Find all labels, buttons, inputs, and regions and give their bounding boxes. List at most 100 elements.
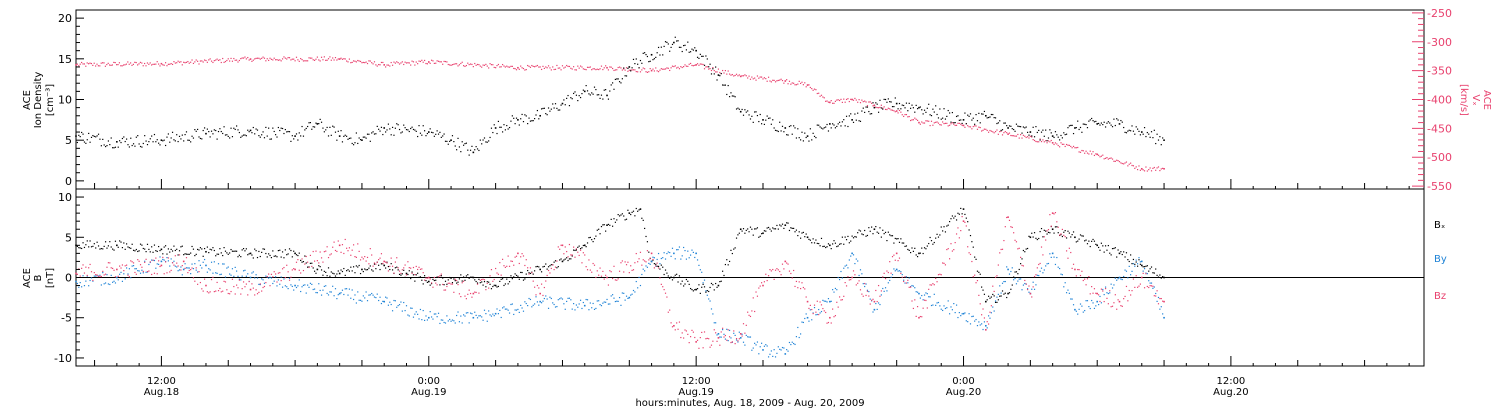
- vx-point: [649, 67, 651, 70]
- vx-point: [201, 60, 203, 62]
- bz-point: [1029, 292, 1032, 295]
- by-point: [279, 283, 281, 285]
- vx-point: [660, 68, 662, 70]
- vx-point: [880, 104, 882, 106]
- density-point: [276, 136, 278, 138]
- vx-point: [433, 62, 435, 64]
- by-point: [117, 279, 119, 281]
- density-point: [194, 129, 196, 131]
- density-point: [371, 132, 373, 134]
- vx-point: [840, 98, 842, 100]
- by-point: [1043, 269, 1045, 271]
- density-point: [568, 105, 571, 107]
- vx-point: [312, 59, 314, 61]
- bx-point: [787, 222, 789, 224]
- bx-point: [483, 281, 486, 283]
- bx-point: [848, 242, 850, 244]
- by-point: [905, 276, 908, 278]
- vx-point: [641, 69, 643, 71]
- bx-point: [1015, 271, 1018, 273]
- density-point: [79, 136, 81, 138]
- vx-point: [823, 97, 825, 99]
- bz-point: [962, 220, 965, 222]
- bx-point: [737, 234, 739, 236]
- by-point: [178, 269, 181, 271]
- bx-point: [113, 249, 115, 251]
- bx-point: [1026, 247, 1029, 250]
- vx-point: [912, 119, 914, 121]
- bx-point: [1082, 235, 1084, 237]
- by-point: [695, 252, 697, 255]
- density-point: [703, 64, 706, 66]
- bz-point: [1056, 221, 1058, 223]
- bz-point: [110, 267, 112, 269]
- density-point: [981, 113, 983, 115]
- density-point: [774, 129, 777, 131]
- by-point: [494, 312, 497, 315]
- by-point: [1014, 277, 1016, 280]
- density-point: [460, 151, 462, 153]
- bx-point: [1145, 265, 1147, 267]
- bz-point: [518, 262, 520, 265]
- density-point: [886, 101, 888, 103]
- bx-point: [400, 274, 402, 276]
- bx-point: [1117, 249, 1119, 251]
- by-point: [897, 270, 899, 272]
- vx-point: [859, 102, 862, 104]
- bz-point: [216, 281, 218, 284]
- density-point: [107, 140, 109, 142]
- by-point: [1054, 263, 1057, 266]
- bz-point: [586, 269, 589, 271]
- bz-point: [793, 269, 795, 272]
- by-point: [1121, 278, 1123, 281]
- density-point: [465, 142, 467, 144]
- vx-point: [501, 63, 504, 66]
- by-point: [1116, 279, 1118, 281]
- density-point: [733, 95, 735, 97]
- vx-point: [268, 59, 270, 62]
- by-point: [742, 341, 745, 343]
- vx-point: [600, 65, 603, 67]
- by-point: [174, 265, 176, 267]
- vx-point: [728, 73, 731, 75]
- by-point: [425, 315, 427, 317]
- vx-point: [344, 58, 346, 60]
- density-point: [531, 120, 533, 122]
- bx-point: [861, 233, 863, 235]
- vx-point: [236, 59, 238, 61]
- density-point: [210, 130, 213, 132]
- vx-point: [378, 63, 380, 66]
- density-point: [226, 134, 228, 136]
- density-point: [202, 129, 204, 132]
- bz-point: [182, 260, 185, 263]
- bx-point: [490, 288, 493, 290]
- density-point: [501, 131, 504, 133]
- vx-point: [976, 128, 979, 130]
- density-point: [135, 136, 137, 138]
- top-y2tick-label: -250: [1427, 7, 1452, 20]
- bz-point: [620, 262, 622, 264]
- vx-point: [742, 75, 745, 77]
- by-point: [1008, 273, 1011, 275]
- bx-point: [680, 283, 682, 285]
- by-point: [770, 350, 772, 352]
- vx-point: [891, 109, 894, 111]
- vx-point: [364, 62, 366, 64]
- bz-point: [684, 329, 686, 331]
- density-point: [644, 52, 646, 54]
- by-point: [75, 280, 77, 283]
- bz-point: [781, 263, 784, 265]
- by-point: [1162, 313, 1164, 315]
- density-point: [277, 126, 279, 129]
- by-point: [343, 293, 345, 296]
- density-point: [1026, 131, 1029, 133]
- by-point: [804, 317, 806, 320]
- vx-point: [699, 63, 701, 65]
- bz-point: [444, 289, 447, 291]
- by-point: [784, 353, 787, 355]
- bx-point: [412, 274, 415, 276]
- vx-point: [573, 66, 575, 68]
- density-point: [120, 141, 122, 144]
- density-point: [1107, 121, 1109, 123]
- density-point: [607, 98, 610, 100]
